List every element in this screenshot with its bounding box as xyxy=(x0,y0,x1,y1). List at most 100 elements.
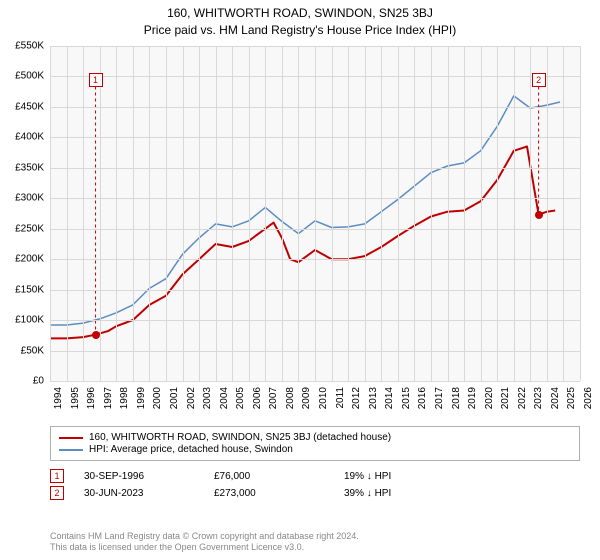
gridline-v xyxy=(398,46,399,381)
x-tick-label: 2008 xyxy=(285,387,296,409)
x-tick-label: 1994 xyxy=(53,387,64,409)
gridline-v xyxy=(365,46,366,381)
y-tick-label: £50K xyxy=(21,345,44,356)
x-tick-label: 2001 xyxy=(169,387,180,409)
transaction-row: 230-JUN-2023£273,00039% ↓ HPI xyxy=(50,486,580,500)
legend-label: HPI: Average price, detached house, Swin… xyxy=(89,444,293,455)
marker-box-1: 1 xyxy=(89,73,103,87)
legend-item: HPI: Average price, detached house, Swin… xyxy=(59,444,571,455)
x-tick-label: 2017 xyxy=(434,387,445,409)
gridline-v xyxy=(332,46,333,381)
x-tick-label: 2004 xyxy=(219,387,230,409)
y-tick-label: £400K xyxy=(15,132,44,143)
y-tick-label: £100K xyxy=(15,315,44,326)
gridline-v xyxy=(431,46,432,381)
gridline-v xyxy=(133,46,134,381)
footer-line1: Contains HM Land Registry data © Crown c… xyxy=(50,531,580,543)
y-tick-label: £300K xyxy=(15,193,44,204)
gridline-v xyxy=(149,46,150,381)
marker-dot-1 xyxy=(92,331,100,339)
gridline-v xyxy=(298,46,299,381)
gridline-v xyxy=(199,46,200,381)
transaction-marker: 2 xyxy=(50,486,64,500)
transaction-date: 30-JUN-2023 xyxy=(84,488,214,499)
x-tick-label: 2022 xyxy=(517,387,528,409)
x-tick-label: 2023 xyxy=(533,387,544,409)
x-tick-label: 1998 xyxy=(119,387,130,409)
gridline-v xyxy=(50,46,51,381)
x-tick-label: 2024 xyxy=(550,387,561,409)
legend-swatch xyxy=(59,437,83,439)
x-tick-label: 2021 xyxy=(500,387,511,409)
transaction-price: £76,000 xyxy=(214,471,344,482)
x-tick-label: 2026 xyxy=(583,387,594,409)
plot-area: 12 xyxy=(50,46,580,381)
x-tick-label: 1999 xyxy=(136,387,147,409)
gridline-v xyxy=(464,46,465,381)
gridline-h xyxy=(50,381,580,382)
series-property xyxy=(50,147,555,339)
x-tick-label: 2011 xyxy=(335,387,346,409)
x-tick-label: 1996 xyxy=(86,387,97,409)
gridline-v xyxy=(282,46,283,381)
y-tick-label: £150K xyxy=(15,284,44,295)
y-tick-label: £0 xyxy=(33,376,44,387)
gridline-v xyxy=(315,46,316,381)
x-tick-label: 2016 xyxy=(417,387,428,409)
x-tick-label: 2014 xyxy=(384,387,395,409)
y-tick-label: £550K xyxy=(15,41,44,52)
x-tick-label: 1997 xyxy=(103,387,114,409)
x-tick-label: 2025 xyxy=(566,387,577,409)
gridline-v xyxy=(166,46,167,381)
marker-box-2: 2 xyxy=(532,73,546,87)
x-tick-label: 2013 xyxy=(368,387,379,409)
legend-swatch xyxy=(59,449,83,451)
y-axis: £0£50K£100K£150K£200K£250K£300K£350K£400… xyxy=(0,46,48,381)
x-tick-label: 2009 xyxy=(301,387,312,409)
legend: 160, WHITWORTH ROAD, SWINDON, SN25 3BJ (… xyxy=(50,426,580,461)
x-tick-label: 2012 xyxy=(351,387,362,409)
transaction-date: 30-SEP-1996 xyxy=(84,471,214,482)
y-tick-label: £500K xyxy=(15,71,44,82)
gridline-v xyxy=(563,46,564,381)
gridline-v xyxy=(216,46,217,381)
x-tick-label: 2015 xyxy=(401,387,412,409)
gridline-v xyxy=(514,46,515,381)
transaction-price: £273,000 xyxy=(214,488,344,499)
x-tick-label: 2002 xyxy=(186,387,197,409)
main-title: 160, WHITWORTH ROAD, SWINDON, SN25 3BJ xyxy=(0,6,600,20)
x-tick-label: 2010 xyxy=(318,387,329,409)
gridline-v xyxy=(547,46,548,381)
copyright-footer: Contains HM Land Registry data © Crown c… xyxy=(50,531,580,554)
series-hpi xyxy=(50,96,560,325)
x-tick-label: 2020 xyxy=(484,387,495,409)
gridline-v xyxy=(481,46,482,381)
gridline-v xyxy=(530,46,531,381)
x-tick-label: 2007 xyxy=(268,387,279,409)
x-tick-label: 2019 xyxy=(467,387,478,409)
gridline-v xyxy=(580,46,581,381)
gridline-v xyxy=(183,46,184,381)
legend-label: 160, WHITWORTH ROAD, SWINDON, SN25 3BJ (… xyxy=(89,432,391,443)
gridline-v xyxy=(67,46,68,381)
y-tick-label: £350K xyxy=(15,162,44,173)
gridline-v xyxy=(100,46,101,381)
y-tick-label: £450K xyxy=(15,101,44,112)
gridline-v xyxy=(265,46,266,381)
x-tick-label: 2006 xyxy=(252,387,263,409)
gridline-v xyxy=(232,46,233,381)
y-tick-label: £200K xyxy=(15,254,44,265)
chart-titles: 160, WHITWORTH ROAD, SWINDON, SN25 3BJ P… xyxy=(0,0,600,37)
transaction-row: 130-SEP-1996£76,00019% ↓ HPI xyxy=(50,469,580,483)
transaction-table: 130-SEP-1996£76,00019% ↓ HPI 2 30-JUN-2023… xyxy=(50,466,580,503)
legend-item: 160, WHITWORTH ROAD, SWINDON, SN25 3BJ (… xyxy=(59,432,571,443)
gridline-v xyxy=(414,46,415,381)
x-tick-label: 2005 xyxy=(235,387,246,409)
x-tick-label: 1995 xyxy=(70,387,81,409)
y-tick-label: £250K xyxy=(15,223,44,234)
gridline-v xyxy=(448,46,449,381)
x-tick-label: 2003 xyxy=(202,387,213,409)
x-tick-label: 2018 xyxy=(451,387,462,409)
gridline-v xyxy=(116,46,117,381)
marker-dot-2 xyxy=(535,211,543,219)
